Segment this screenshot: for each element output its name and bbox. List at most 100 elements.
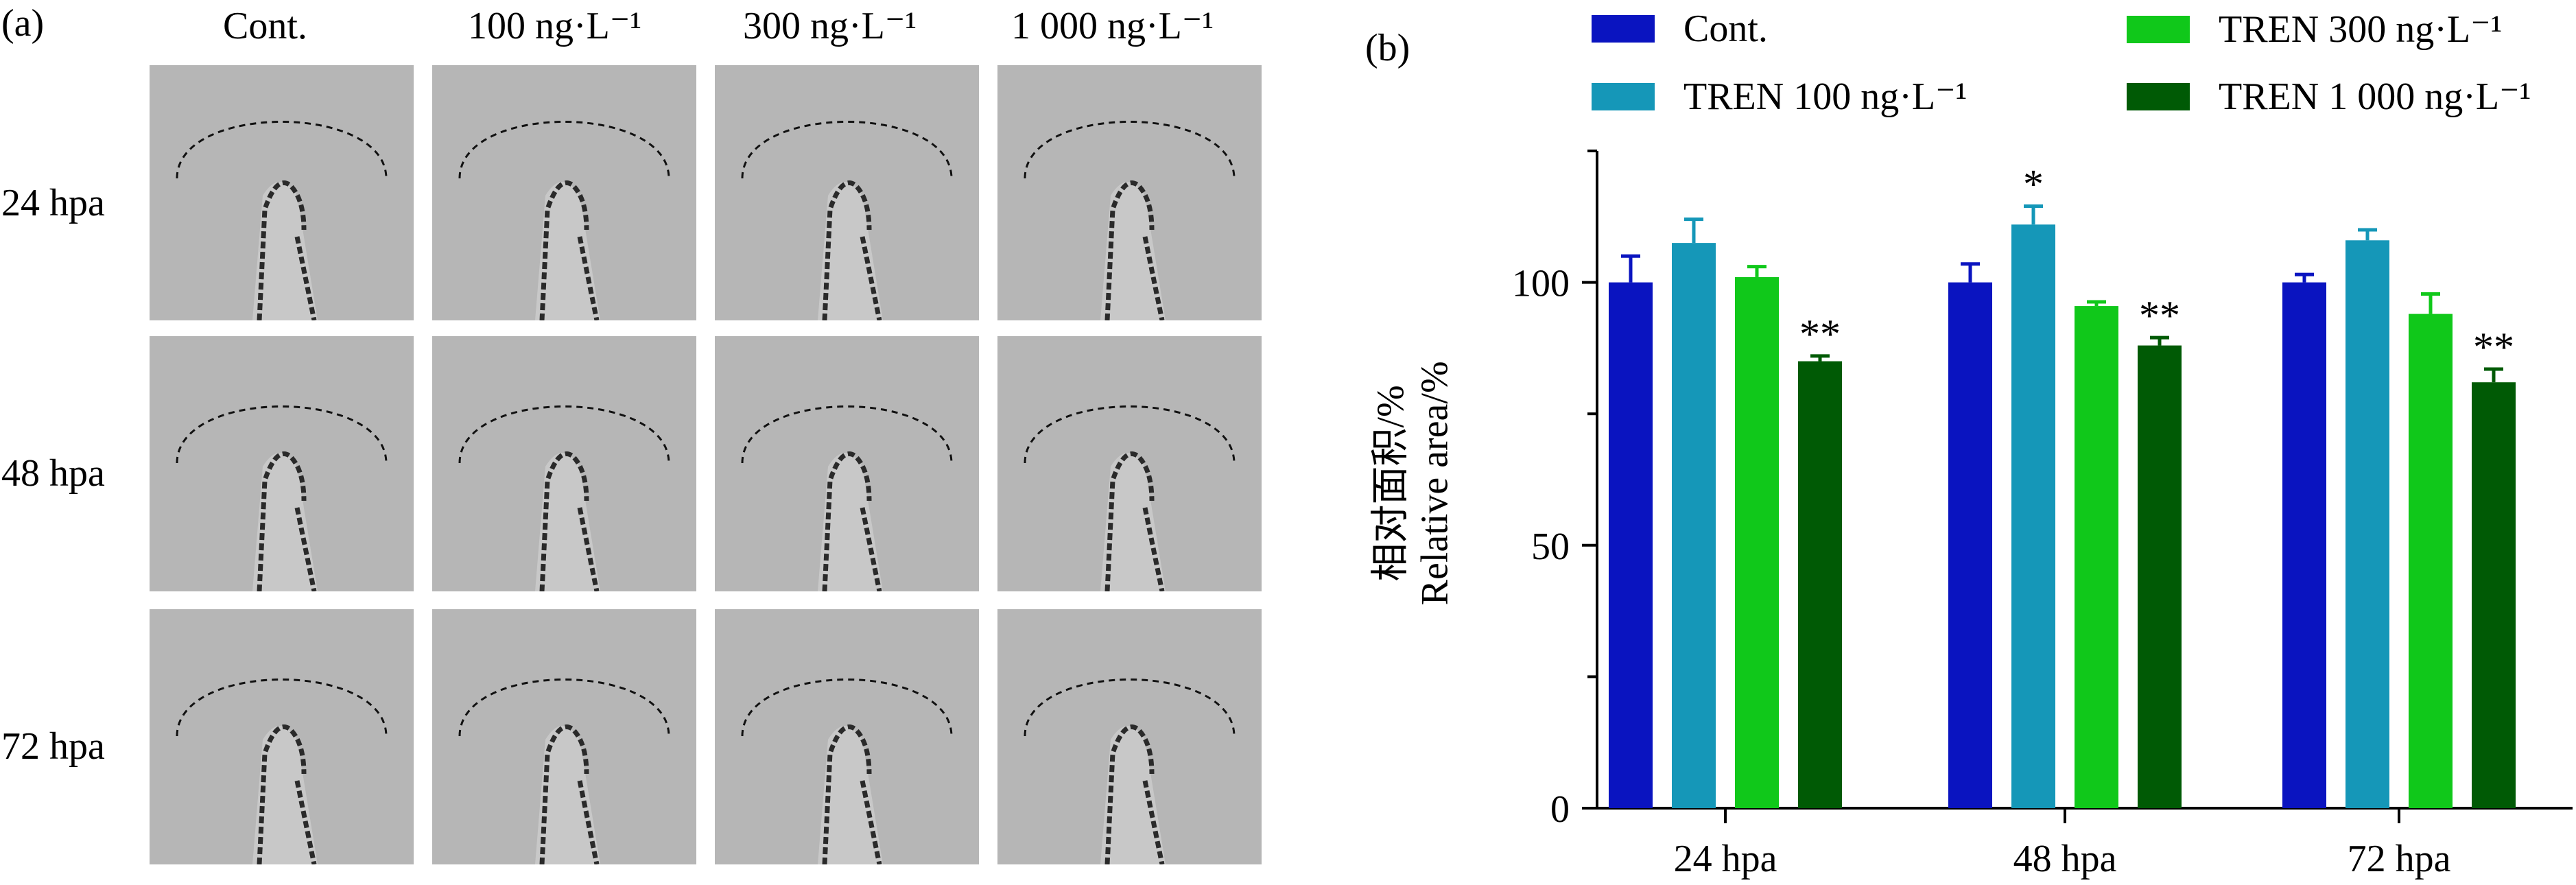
bar-cont-72-hpa xyxy=(2282,282,2326,809)
fin-image xyxy=(458,121,670,320)
stained-cells xyxy=(1104,180,1165,320)
amputation-outline xyxy=(741,121,953,179)
fin-ray xyxy=(252,453,318,591)
fin-ray xyxy=(252,726,318,864)
fin-image xyxy=(1024,405,1236,591)
bar-cont-24-hpa xyxy=(1609,282,1653,809)
significance-mark: ** xyxy=(1799,311,1841,357)
stained-cells xyxy=(539,180,600,320)
amputation-outline xyxy=(458,405,670,464)
bar-cont-48-hpa xyxy=(1948,282,1992,809)
legend-swatch-tren-100 xyxy=(1592,82,1655,110)
fin-ray xyxy=(535,182,600,320)
image-tile-1000-72hpa xyxy=(997,609,1262,864)
image-tile-300-72hpa xyxy=(715,609,979,864)
column-label-300: 300 ng·L⁻¹ xyxy=(743,5,917,47)
fin-ray xyxy=(535,726,600,864)
column-label-100: 100 ng·L⁻¹ xyxy=(468,5,642,47)
stained-cells xyxy=(822,451,882,591)
amputation-outline xyxy=(176,121,388,179)
fin-image xyxy=(741,678,953,864)
column-label-1000: 1 000 ng·L⁻¹ xyxy=(1011,5,1214,47)
stained-cells xyxy=(257,451,317,591)
image-tile-100-24hpa xyxy=(432,65,696,320)
column-label-cont: Cont. xyxy=(223,5,307,47)
fin-ray xyxy=(1100,453,1166,591)
amputation-outline xyxy=(1024,405,1236,464)
amputation-outline xyxy=(1024,678,1236,737)
fin-image xyxy=(1024,678,1236,864)
panel-a-label: (a) xyxy=(1,2,45,45)
y-tick-label: 0 xyxy=(1550,788,1570,831)
amputation-outline xyxy=(176,405,388,464)
fin-image xyxy=(741,121,953,320)
fin-image xyxy=(176,678,388,864)
legend-item-tren-1000: TREN 1 000 ng·L⁻¹ xyxy=(2127,74,2531,119)
stained-cells xyxy=(1104,451,1165,591)
stained-cells xyxy=(257,180,317,320)
amputation-outline xyxy=(176,678,388,737)
image-tile-300-24hpa xyxy=(715,65,979,320)
image-tile-cont-72hpa xyxy=(150,609,414,864)
bar-tren-1-000-ng-l-72-hpa xyxy=(2472,382,2516,808)
bar-tren-1-000-ng-l-24-hpa xyxy=(1798,361,1842,808)
stained-cells xyxy=(539,451,600,591)
bar-tren-300-ng-l-24-hpa xyxy=(1735,276,1779,808)
fin-ray xyxy=(818,726,883,864)
image-tile-300-48hpa xyxy=(715,336,979,591)
image-tile-1000-48hpa xyxy=(997,336,1262,591)
row-label-24hpa: 24 hpa xyxy=(1,182,105,224)
x-tick-label: 48 hpa xyxy=(2013,838,2117,880)
fin-ray xyxy=(818,453,883,591)
legend-label-tren-1000: TREN 1 000 ng·L⁻¹ xyxy=(2219,75,2531,118)
y-tick-label: 50 xyxy=(1531,526,1570,568)
image-tile-100-72hpa xyxy=(432,609,696,864)
stained-cells xyxy=(257,724,317,864)
row-label-72hpa: 72 hpa xyxy=(1,725,105,768)
fin-image xyxy=(176,405,388,591)
fin-image xyxy=(176,121,388,320)
fin-ray xyxy=(1100,182,1166,320)
panel-b-label: (b) xyxy=(1365,27,1410,69)
bar-tren-100-ng-l-48-hpa xyxy=(2011,224,2055,808)
image-tile-100-48hpa xyxy=(432,336,696,591)
amputation-outline xyxy=(458,121,670,179)
bar-tren-300-ng-l-72-hpa xyxy=(2409,314,2453,809)
bar-chart: (b) Cont. TREN 100 ng·L⁻¹ TREN 300 ng·L⁻… xyxy=(1303,0,2576,885)
significance-mark: * xyxy=(2023,161,2044,206)
legend-item-tren-300: TREN 300 ng·L⁻¹ xyxy=(2127,7,2502,51)
stained-cells xyxy=(822,724,882,864)
fin-image xyxy=(1024,121,1236,320)
legend-label-tren-100: TREN 100 ng·L⁻¹ xyxy=(1683,75,1968,118)
legend-item-cont: Cont. xyxy=(1592,7,1768,51)
image-tile-cont-48hpa xyxy=(150,336,414,591)
bar-tren-1-000-ng-l-48-hpa xyxy=(2138,345,2182,808)
amputation-outline xyxy=(741,405,953,464)
legend-item-tren-100: TREN 100 ng·L⁻¹ xyxy=(1592,74,1967,119)
bar-tren-100-ng-l-24-hpa xyxy=(1672,243,1716,808)
stained-cells xyxy=(539,724,600,864)
legend-swatch-cont xyxy=(1592,15,1655,43)
fin-ray xyxy=(1100,726,1166,864)
legend-swatch-tren-1000 xyxy=(2127,82,2190,110)
fin-image xyxy=(741,405,953,591)
amputation-outline xyxy=(1024,121,1236,179)
y-tick-label: 100 xyxy=(1512,263,1570,305)
bar-tren-300-ng-l-48-hpa xyxy=(2075,306,2118,808)
image-tile-cont-24hpa xyxy=(150,65,414,320)
legend-label-tren-300: TREN 300 ng·L⁻¹ xyxy=(2219,8,2503,51)
x-tick-label: 72 hpa xyxy=(2348,838,2451,880)
fin-ray xyxy=(818,182,883,320)
x-tick-label: 24 hpa xyxy=(1674,838,1777,880)
significance-mark: ** xyxy=(2139,293,2180,338)
significance-mark: ** xyxy=(2473,324,2514,370)
fin-image xyxy=(458,678,670,864)
amputation-outline xyxy=(458,678,670,737)
bar-tren-100-ng-l-72-hpa xyxy=(2345,240,2389,809)
fin-ray xyxy=(535,453,600,591)
legend-label-cont: Cont. xyxy=(1683,8,1768,50)
fin-image xyxy=(458,405,670,591)
fin-ray xyxy=(252,182,318,320)
stained-cells xyxy=(1104,724,1165,864)
